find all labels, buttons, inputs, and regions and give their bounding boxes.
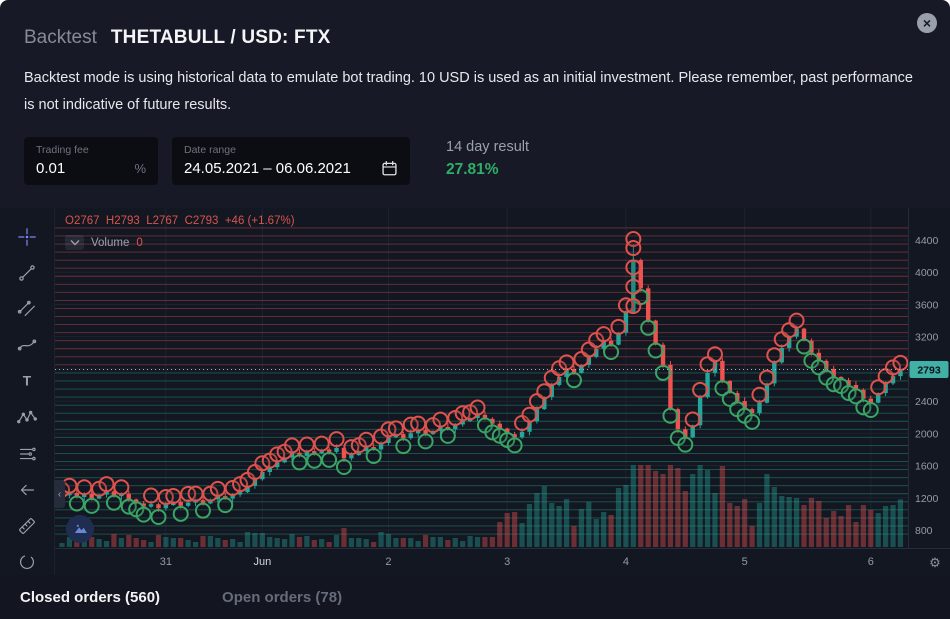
controls-row: Trading fee 0.01 % Date range 24.05.2021… <box>0 119 950 185</box>
tab-open-orders[interactable]: Open orders (78) <box>222 588 343 606</box>
price-tick-label: 1600 <box>915 461 939 473</box>
result-label: 14 day result <box>446 138 530 155</box>
channel-tool-button[interactable] <box>14 296 40 321</box>
axis-settings-button[interactable]: ⚙ <box>926 553 944 571</box>
chart-watermark-button[interactable] <box>66 515 94 543</box>
price-tick-label: 800 <box>915 525 933 537</box>
mountains-icon <box>74 524 87 533</box>
parallel-channel-icon <box>17 300 35 317</box>
crosshair-tool-button[interactable] <box>14 224 40 249</box>
chevron-left-icon: ‹ <box>57 488 62 500</box>
chart-canvas[interactable]: 4400 4000 3600 3200 2400 2000 1600 1200 800 31 Jun… <box>55 208 950 575</box>
brush-icon <box>17 339 37 351</box>
xabcd-pattern-icon <box>17 410 37 423</box>
axes-layer: 4400 4000 3600 3200 2400 2000 1600 1200 800 31 Jun… <box>55 208 950 568</box>
chart-section: T <box>0 208 950 575</box>
time-tick-label: Jun <box>253 556 271 568</box>
tab-closed-orders[interactable]: Closed orders (560) <box>20 588 161 606</box>
trading-fee-label: Trading fee <box>36 143 89 156</box>
trendline-tool-button[interactable] <box>14 260 40 285</box>
backtest-description: Backtest mode is using historical data t… <box>24 70 913 113</box>
price-tick-label: 4400 <box>915 235 939 247</box>
modal-header: Backtest THETABULL / USD: FTX <box>0 0 950 49</box>
trendline-icon <box>19 265 35 281</box>
date-range-label: Date range <box>184 143 236 156</box>
price-tick-label: 1200 <box>915 493 939 505</box>
gear-icon: ⚙ <box>929 554 941 570</box>
time-tick-label: 31 <box>160 556 172 568</box>
price-tick-label: 3200 <box>915 332 939 344</box>
grid-orders-layer <box>55 227 908 535</box>
svg-text:T: T <box>23 374 32 389</box>
volume-value: 0 <box>136 236 143 249</box>
pattern-tool-button[interactable] <box>14 405 40 430</box>
modal-title-prefix: Backtest <box>24 27 97 48</box>
back-arrow-button[interactable] <box>14 477 40 502</box>
magnet-tool-button[interactable] <box>14 550 40 575</box>
price-tick-label: 4000 <box>915 267 939 279</box>
volume-layer <box>59 465 904 547</box>
drawing-toolbar: T <box>0 208 65 575</box>
last-price-label: 2793 <box>917 364 941 376</box>
ruler-icon <box>19 518 35 535</box>
time-tick-label: 4 <box>623 556 629 568</box>
chart-background <box>55 208 950 575</box>
chevron-down-icon <box>70 240 79 246</box>
result-value: 27.81% <box>446 160 499 178</box>
orders-tab-bar: Closed orders (560) Open orders (78) <box>0 575 950 619</box>
price-tick-label: 2400 <box>915 396 939 408</box>
text-tool-icon: T <box>23 374 32 389</box>
volume-label: Volume <box>91 236 130 249</box>
grid-layer <box>55 208 908 548</box>
brush-tool-button[interactable] <box>14 333 40 358</box>
forecast-tool-button[interactable] <box>14 441 40 466</box>
trading-fee-field[interactable]: Trading fee 0.01 % <box>24 136 158 185</box>
trading-fee-unit: % <box>134 160 146 176</box>
magnet-icon <box>19 555 35 570</box>
toolbar-collapse-handle[interactable]: ‹ <box>54 480 65 508</box>
forecast-icon <box>19 447 36 461</box>
calendar-button[interactable] <box>381 160 398 177</box>
trading-fee-value[interactable]: 0.01 <box>36 159 66 177</box>
time-tick-label: 5 <box>742 556 748 568</box>
trade-markers-layer <box>55 231 909 525</box>
date-range-value[interactable]: 24.05.2021 – 06.06.2021 <box>184 159 351 177</box>
date-range-field[interactable]: Date range 24.05.2021 – 06.06.2021 <box>172 136 410 185</box>
pair-title: THETABULL / USD: FTX <box>110 27 331 48</box>
price-tick-label: 2000 <box>915 428 939 440</box>
ruler-tool-button[interactable] <box>14 514 40 539</box>
calendar-icon <box>382 160 397 176</box>
crosshair-icon <box>18 227 36 246</box>
time-tick-label: 3 <box>504 556 510 568</box>
ohlc-legend: O2767 H2793 L2767 C2793 +46 (+1.67%) <box>65 215 295 227</box>
last-price-badge: 2793 <box>909 360 949 378</box>
price-tick-label: 3600 <box>915 299 939 311</box>
text-tool-button[interactable]: T <box>14 369 40 394</box>
back-arrow-icon <box>20 484 35 496</box>
close-button[interactable]: × <box>917 13 937 33</box>
time-tick-label: 6 <box>868 556 874 568</box>
price-chart[interactable]: 4400 4000 3600 3200 2400 2000 1600 1200 800 31 Jun… <box>55 208 950 575</box>
result-block: 14 day result 27.81% <box>446 137 529 179</box>
volume-collapse-button[interactable] <box>65 235 84 250</box>
volume-legend: Volume 0 <box>65 235 143 250</box>
time-tick-label: 2 <box>385 556 391 568</box>
close-icon: × <box>922 15 932 31</box>
